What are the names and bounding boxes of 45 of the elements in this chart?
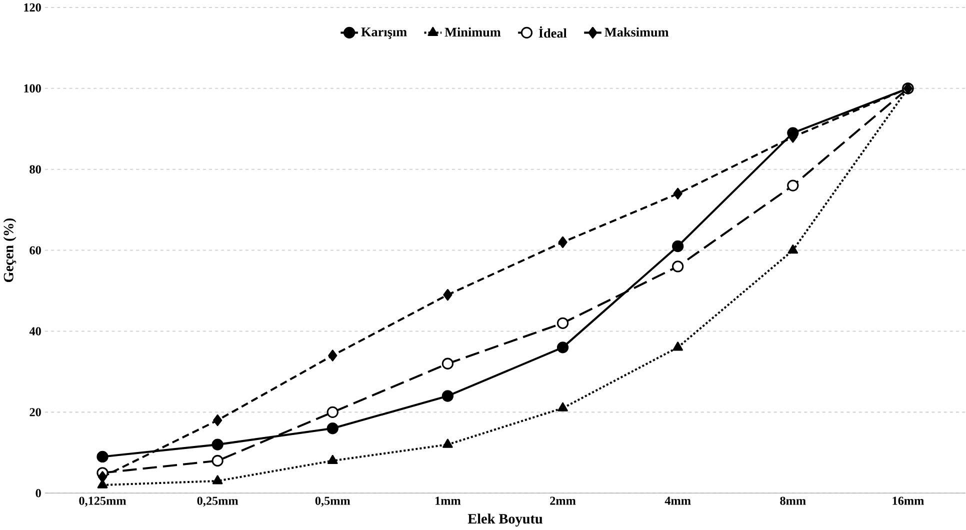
- x-tick-label: 8mm: [780, 496, 806, 505]
- y-tick-label: 20: [30, 408, 41, 416]
- y-tick-label: 40: [29, 327, 41, 336]
- point: [556, 317, 569, 330]
- point: [212, 438, 224, 450]
- point: [443, 289, 452, 301]
- point: [672, 240, 684, 252]
- point: [672, 260, 684, 272]
- legend-label: İdeal: [538, 26, 567, 38]
- point: [213, 414, 222, 426]
- point: [787, 180, 799, 192]
- point: [212, 475, 223, 484]
- x-tick-label: 0,25mm: [197, 496, 238, 507]
- x-tick-label: 4mm: [664, 496, 691, 505]
- y-tick-label: 0: [36, 489, 41, 498]
- legend-label: Maksimum: [604, 27, 669, 37]
- point: [788, 244, 798, 254]
- point: [326, 422, 338, 434]
- x-axis-title: Elek Boyutu: [468, 514, 542, 527]
- point: [96, 450, 108, 463]
- y-axis-title: Geçen (%): [3, 218, 16, 282]
- point: [327, 454, 338, 464]
- point: [442, 438, 453, 448]
- point: [442, 390, 454, 402]
- y-tick-label: 100: [24, 84, 41, 93]
- point: [326, 406, 338, 418]
- x-tick-label: 0,125mm: [79, 496, 126, 507]
- point: [98, 471, 108, 483]
- point: [442, 358, 454, 370]
- point: [558, 236, 568, 248]
- point: [328, 350, 338, 362]
- point: [556, 342, 569, 354]
- y-tick-label: 60: [30, 246, 41, 254]
- point: [212, 454, 224, 467]
- x-tick-label: 0,5mm: [315, 496, 350, 507]
- point: [558, 402, 568, 412]
- point: [672, 342, 683, 351]
- x-tick-label: 1mm: [436, 496, 461, 505]
- legend-label: Karışım: [361, 28, 407, 40]
- legend-label: Minimum: [444, 27, 501, 37]
- x-tick-label: 16mm: [892, 496, 924, 505]
- y-tick-label: 120: [24, 3, 41, 12]
- point: [673, 188, 682, 200]
- x-tick-label: 2mm: [550, 496, 576, 505]
- y-tick-label: 80: [30, 165, 41, 174]
